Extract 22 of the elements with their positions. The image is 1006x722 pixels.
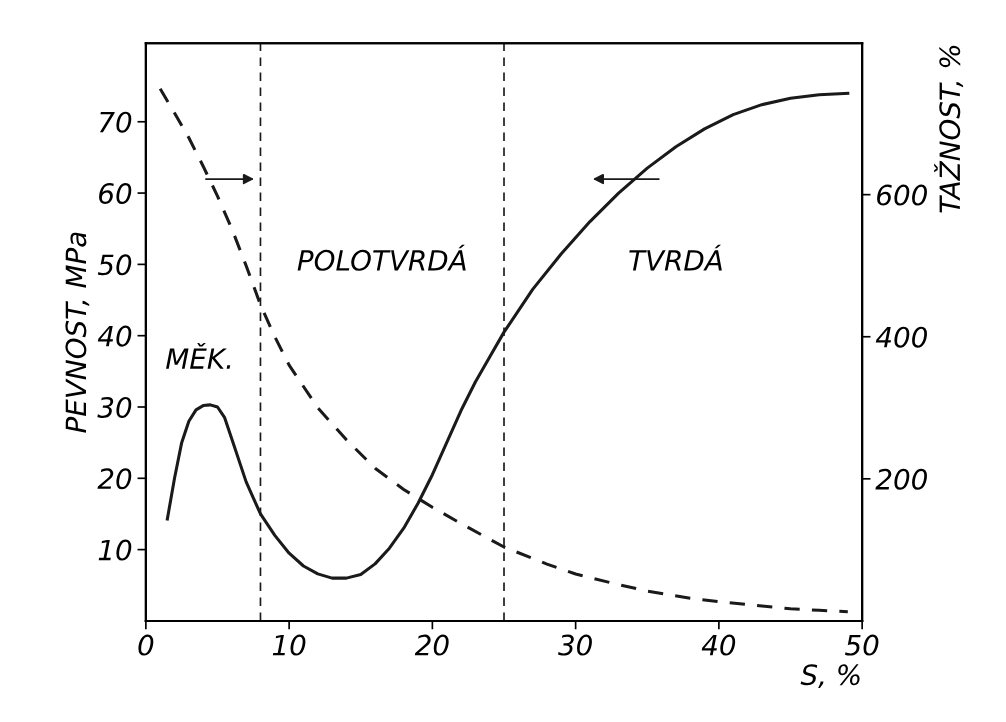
annotation: TVRDÁ (629, 244, 722, 271)
y-tick-label: 60 (99, 183, 132, 205)
x-tick-label: 30 (558, 634, 592, 656)
y2-axis-title: TAŽNOST, % (934, 45, 964, 213)
y2-tick-label: 600 (877, 184, 927, 206)
y-tick-label: 40 (97, 325, 132, 347)
y-tick-label: 50 (97, 254, 132, 276)
y-axis-title: PEVNOST, MPa (65, 232, 90, 433)
x-axis-title: S, % (800, 664, 860, 689)
x-tick-label: 10 (272, 634, 306, 656)
y-tick-label: 30 (97, 396, 132, 418)
x-tick-label: 50 (845, 634, 879, 656)
x-tick-label: 0 (138, 634, 154, 656)
annotation: MĚK. (166, 342, 231, 369)
annotation: POLOTVRDÁ (297, 244, 466, 271)
x-tick-label: 20 (414, 634, 449, 656)
y-tick-label: 70 (99, 111, 132, 133)
y2-tick-label: 200 (875, 468, 927, 490)
y2-tick-label: 400 (875, 326, 927, 348)
y-tick-label: 20 (97, 468, 132, 490)
x-tick-label: 40 (701, 634, 736, 656)
y-tick-label: 10 (98, 539, 132, 561)
